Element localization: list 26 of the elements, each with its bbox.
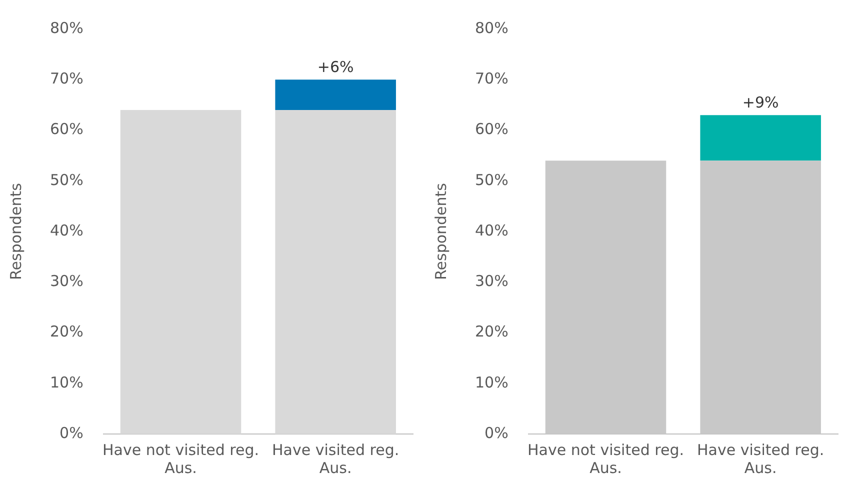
data-label: +6%	[317, 58, 354, 76]
y-tick-label: 10%	[50, 373, 84, 392]
y-tick-label: 10%	[474, 373, 508, 392]
x-tick-label: Have not visited reg. Aus.	[528, 440, 684, 477]
y-tick-label: 60%	[50, 120, 84, 138]
y-tick-label: 70%	[50, 70, 84, 88]
data-label: +9%	[742, 93, 779, 112]
y-tick-label: 40%	[50, 221, 84, 240]
y-tick-label: 30%	[50, 272, 84, 290]
y-tick-label: 0%	[60, 424, 84, 442]
y-tick-label: 20%	[474, 322, 508, 341]
y-tick-label: 50%	[50, 170, 84, 189]
y-tick-label: 80%	[474, 18, 508, 37]
y-tick-label: 80%	[50, 18, 84, 37]
y-axis-title: Respondents	[432, 182, 450, 280]
x-tick-label: Have not visited reg. Aus.	[102, 440, 259, 477]
x-tick-label: Have visited reg. Aus.	[272, 440, 400, 477]
y-tick-label: 20%	[50, 322, 84, 341]
y-tick-label: 30%	[474, 272, 508, 290]
y-tick-label: 60%	[474, 120, 508, 138]
y-tick-label: 50%	[474, 170, 508, 189]
y-tick-label: 70%	[474, 70, 508, 88]
y-tick-label: 40%	[474, 221, 508, 240]
x-tick-label: Have visited reg. Aus.	[697, 440, 824, 477]
y-tick-label: 0%	[484, 424, 508, 442]
y-axis-title: Respondents	[6, 182, 25, 280]
